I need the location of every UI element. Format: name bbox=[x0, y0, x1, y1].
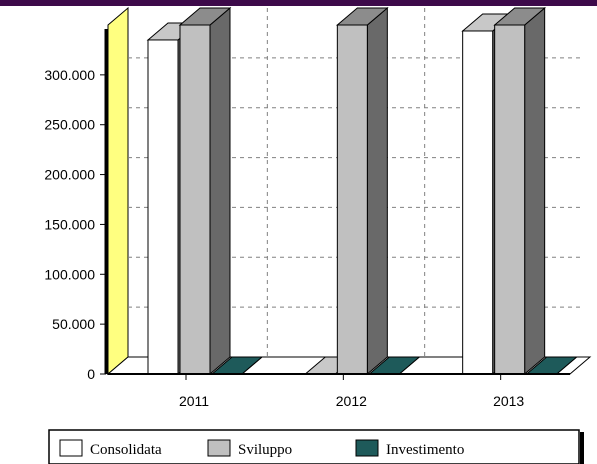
x-tick-label: 2011 bbox=[179, 393, 209, 409]
x-tick-label: 2013 bbox=[493, 393, 524, 409]
left-wall bbox=[104, 6, 129, 376]
left-wall-face bbox=[107, 6, 129, 376]
y-tick-label: 100.000 bbox=[44, 266, 95, 282]
legend-label-investimento: Investimento bbox=[386, 442, 464, 458]
y-tick-label: 300.000 bbox=[44, 67, 95, 83]
bars bbox=[146, 6, 579, 376]
y-tick-label: 200.000 bbox=[44, 167, 95, 183]
bar-consolidata-2013-front bbox=[462, 30, 494, 375]
y-tick-label: 250.000 bbox=[44, 117, 95, 133]
y-tick-label: 50.000 bbox=[52, 316, 95, 332]
y-tick-label: 150.000 bbox=[44, 216, 95, 232]
y-axis: 0 50.000 100.000 150.000 200.000 250.000 300.0… bbox=[44, 67, 106, 382]
bar-consolidata-2011-front bbox=[147, 39, 179, 375]
legend-swatch-consolidata bbox=[59, 439, 83, 457]
legend-swatch-sviluppo bbox=[207, 439, 231, 457]
y-tick-label: 0 bbox=[87, 366, 95, 382]
x-tick-label: 2012 bbox=[336, 393, 367, 409]
bar-sviluppo-2013-side bbox=[524, 6, 546, 376]
legend-label-sviluppo: Sviluppo bbox=[238, 442, 292, 458]
legend-swatch-investimento bbox=[355, 439, 379, 457]
bar-sviluppo-2012 bbox=[335, 6, 389, 376]
legend-box bbox=[48, 429, 580, 464]
bar-sviluppo-2012-side bbox=[366, 6, 388, 376]
x-axis: 2011 2012 2013 bbox=[108, 373, 570, 409]
bar-sviluppo-2013-front bbox=[494, 24, 526, 375]
bar-sviluppo-2011-side bbox=[209, 6, 231, 376]
bar-sviluppo-2013 bbox=[493, 6, 547, 376]
header-bar bbox=[0, 0, 597, 6]
legend-label-consolidata: Consolidata bbox=[90, 442, 162, 458]
legend-shadow bbox=[580, 432, 584, 464]
bar-sviluppo-2012-front bbox=[336, 24, 368, 375]
legend: Consolidata Sviluppo Investimento bbox=[48, 429, 584, 464]
bar-sviluppo-2011 bbox=[178, 6, 232, 376]
bar-sviluppo-2011-front bbox=[179, 24, 211, 375]
